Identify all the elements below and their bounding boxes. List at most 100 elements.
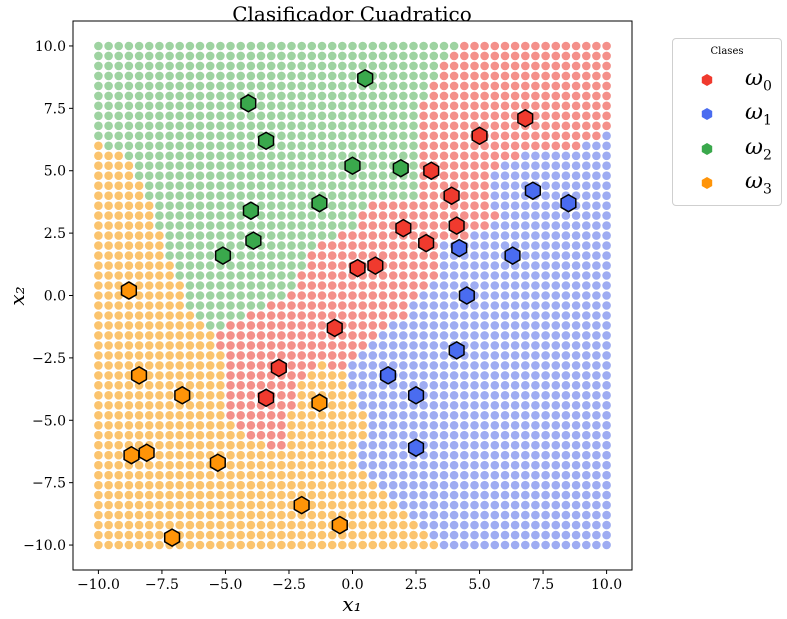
region-cell xyxy=(541,490,550,500)
region-cell xyxy=(551,61,561,71)
region-cell xyxy=(470,401,479,410)
region-cell xyxy=(602,171,611,180)
region-cell xyxy=(592,241,601,250)
region-cell xyxy=(378,151,388,161)
region-cell xyxy=(94,371,103,380)
region-cell xyxy=(266,61,276,71)
region-cell xyxy=(571,311,581,320)
region-cell xyxy=(510,331,520,340)
region-cell xyxy=(175,111,184,121)
region-cell xyxy=(317,61,327,71)
region-cell xyxy=(378,291,388,300)
region-cell xyxy=(144,401,154,410)
region-cell xyxy=(541,341,550,350)
region-cell xyxy=(246,470,256,480)
region-cell xyxy=(571,251,581,260)
region-cell xyxy=(551,341,561,350)
region-cell xyxy=(185,171,195,180)
region-cell xyxy=(297,361,307,370)
region-cell xyxy=(287,510,296,520)
region-cell xyxy=(236,450,245,460)
region-cell xyxy=(205,530,215,540)
region-cell xyxy=(480,311,489,320)
legend-title: Clases xyxy=(710,46,744,57)
region-cell xyxy=(307,421,317,430)
region-cell xyxy=(338,401,347,410)
region-cell xyxy=(134,331,144,340)
region-cell xyxy=(104,480,113,490)
region-cell xyxy=(449,121,459,131)
region-cell xyxy=(205,61,215,71)
region-cell xyxy=(165,490,174,500)
region-cell xyxy=(592,520,601,530)
region-cell xyxy=(327,61,337,71)
region-cell xyxy=(165,91,174,101)
region-cell xyxy=(185,460,195,470)
region-cell xyxy=(246,430,256,440)
region-cell xyxy=(439,391,449,400)
region-cell xyxy=(561,121,571,131)
region-cell xyxy=(551,261,561,270)
region-cell xyxy=(531,500,540,510)
region-cell xyxy=(317,460,327,470)
region-cell xyxy=(297,470,307,480)
region-cell xyxy=(165,171,174,180)
region-cell xyxy=(165,231,174,240)
y-tick-label: −2.5 xyxy=(32,351,66,367)
region-cell xyxy=(602,411,611,420)
region-cell xyxy=(195,351,205,360)
region-cell xyxy=(490,61,500,71)
region-cell xyxy=(480,470,489,480)
region-cell xyxy=(175,510,184,520)
region-cell xyxy=(226,440,235,450)
region-cell xyxy=(134,141,144,151)
region-cell xyxy=(104,430,113,440)
region-cell xyxy=(226,311,235,320)
region-cell xyxy=(500,291,510,300)
region-cell xyxy=(277,301,286,310)
region-cell xyxy=(124,71,134,81)
region-cell xyxy=(368,540,378,550)
region-cell xyxy=(419,351,428,360)
region-cell xyxy=(582,460,591,470)
region-cell xyxy=(266,231,276,240)
region-cell xyxy=(561,241,571,250)
region-cell xyxy=(327,261,337,270)
region-cell xyxy=(439,261,449,270)
region-cell xyxy=(226,500,235,510)
region-cell xyxy=(104,421,113,430)
region-cell xyxy=(378,411,388,420)
region-cell xyxy=(205,211,215,220)
region-cell xyxy=(541,480,550,490)
region-cell xyxy=(144,411,154,420)
region-cell xyxy=(480,261,489,270)
region-cell xyxy=(185,231,195,240)
region-cell xyxy=(277,430,286,440)
region-cell xyxy=(317,540,327,550)
region-cell xyxy=(104,470,113,480)
region-cell xyxy=(134,540,144,550)
region-cell xyxy=(460,450,469,460)
region-cell xyxy=(266,101,276,111)
region-cell xyxy=(439,271,449,280)
region-cell xyxy=(348,141,357,151)
region-cell xyxy=(348,201,357,210)
region-cell xyxy=(327,221,337,230)
region-cell xyxy=(460,331,469,340)
region-cell xyxy=(561,530,571,540)
region-cell xyxy=(521,61,530,71)
region-cell xyxy=(114,331,123,340)
region-cell xyxy=(602,301,611,310)
region-cell xyxy=(297,460,307,470)
region-cell xyxy=(449,141,459,151)
region-cell xyxy=(419,311,428,320)
region-cell xyxy=(592,71,601,81)
region-cell xyxy=(226,71,235,81)
region-cell xyxy=(327,460,337,470)
region-cell xyxy=(399,391,408,400)
region-cell xyxy=(460,101,469,111)
region-cell xyxy=(195,490,205,500)
region-cell xyxy=(449,131,459,141)
region-cell xyxy=(226,460,235,470)
region-cell xyxy=(185,430,195,440)
